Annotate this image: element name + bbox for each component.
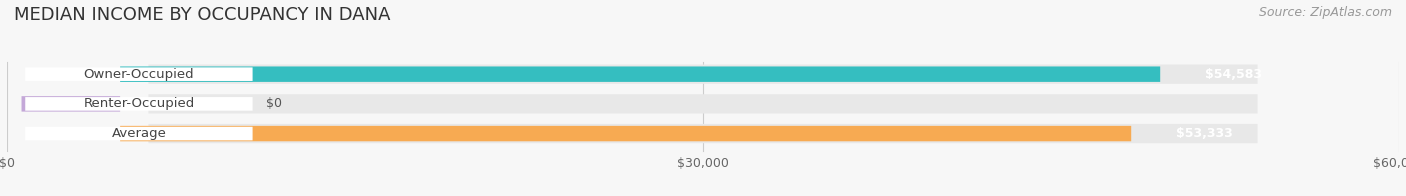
FancyBboxPatch shape <box>25 67 253 81</box>
FancyBboxPatch shape <box>120 66 1160 82</box>
Text: $54,583: $54,583 <box>1205 68 1261 81</box>
FancyBboxPatch shape <box>149 64 1257 84</box>
Text: Owner-Occupied: Owner-Occupied <box>83 68 194 81</box>
FancyBboxPatch shape <box>120 126 1132 141</box>
FancyBboxPatch shape <box>25 127 253 140</box>
Text: Renter-Occupied: Renter-Occupied <box>83 97 194 110</box>
FancyBboxPatch shape <box>25 97 253 111</box>
Text: MEDIAN INCOME BY OCCUPANCY IN DANA: MEDIAN INCOME BY OCCUPANCY IN DANA <box>14 6 391 24</box>
Text: Source: ZipAtlas.com: Source: ZipAtlas.com <box>1258 6 1392 19</box>
Text: $0: $0 <box>266 97 283 110</box>
FancyBboxPatch shape <box>149 94 1257 113</box>
FancyBboxPatch shape <box>21 96 120 112</box>
Text: Average: Average <box>111 127 166 140</box>
FancyBboxPatch shape <box>149 124 1257 143</box>
Text: $53,333: $53,333 <box>1175 127 1233 140</box>
